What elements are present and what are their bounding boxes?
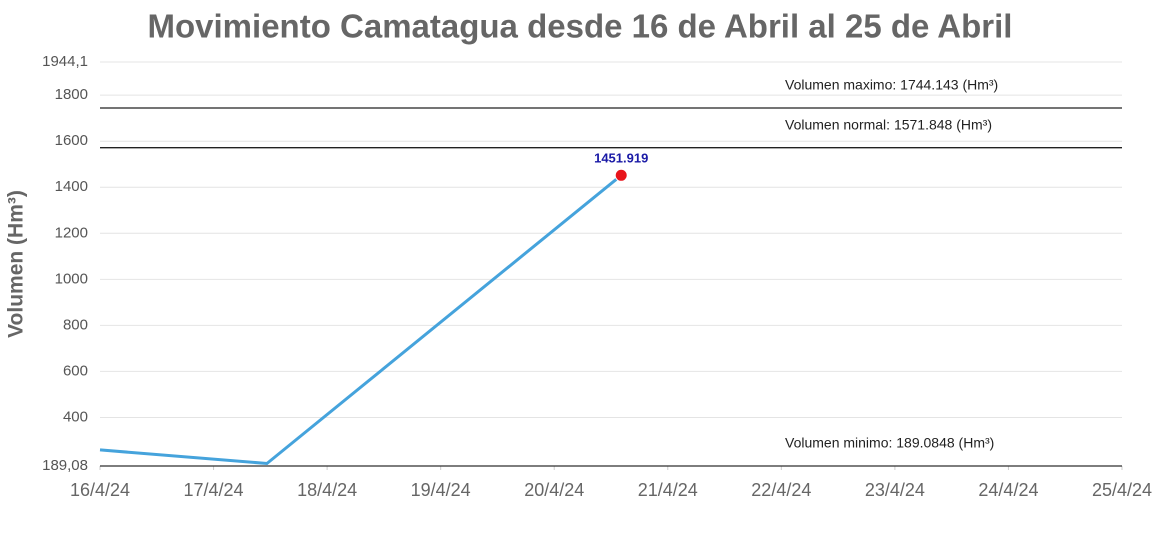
x-tick-label: 16/4/24 <box>70 480 130 500</box>
chart-title: Movimiento Camatagua desde 16 de Abril a… <box>148 8 1013 45</box>
x-tick-label: 22/4/24 <box>751 480 811 500</box>
y-tick-label: 1400 <box>55 178 88 195</box>
x-tick-label: 24/4/24 <box>978 480 1038 500</box>
x-tick-label: 19/4/24 <box>411 480 471 500</box>
x-tick-label: 17/4/24 <box>184 480 244 500</box>
reference-label: Volumen maximo: 1744.143 (Hm³) <box>785 77 998 93</box>
y-tick-label: 400 <box>63 408 88 425</box>
x-tick-label: 25/4/24 <box>1092 480 1152 500</box>
reference-label: Volumen minimo: 189.0848 (Hm³) <box>785 435 994 451</box>
y-tick-label: 189,08 <box>42 457 88 474</box>
y-axis-title: Volumen (Hm³) <box>5 190 28 338</box>
y-tick-label: 1000 <box>55 270 88 287</box>
y-tick-label: 1944,1 <box>42 53 88 70</box>
y-tick-label: 800 <box>63 316 88 333</box>
data-line <box>99 174 623 466</box>
y-tick-label: 1600 <box>55 132 88 149</box>
x-tick-label: 18/4/24 <box>297 480 357 500</box>
y-tick-label: 1800 <box>55 86 88 103</box>
x-tick-label: 21/4/24 <box>638 480 698 500</box>
y-tick-label: 600 <box>63 362 88 379</box>
reference-label: Volumen normal: 1571.848 (Hm³) <box>785 116 992 132</box>
x-tick-label: 23/4/24 <box>865 480 925 500</box>
data-label: 1451.919 <box>594 151 648 166</box>
data-point <box>614 168 628 182</box>
y-tick-label: 1200 <box>55 224 88 241</box>
x-tick-label: 20/4/24 <box>524 480 584 500</box>
